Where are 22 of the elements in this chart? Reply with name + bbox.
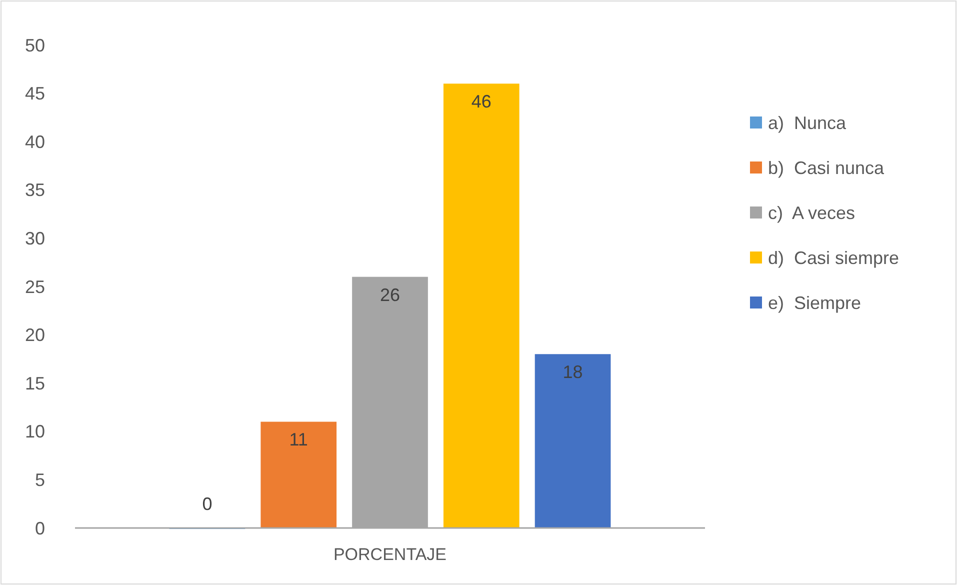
y-tick-label: 20 bbox=[24, 325, 45, 346]
y-tick-label: 10 bbox=[24, 422, 45, 442]
data-label: 18 bbox=[562, 362, 583, 382]
y-tick-label: 5 bbox=[34, 470, 45, 490]
legend-label: e) Siempre bbox=[768, 292, 862, 313]
y-tick-label: 45 bbox=[24, 84, 45, 104]
legend-label: c) A veces bbox=[768, 202, 856, 223]
legend-label: d) Casi siempre bbox=[768, 248, 900, 268]
y-tick-label: 40 bbox=[24, 132, 45, 152]
y-tick-label: 30 bbox=[24, 228, 45, 248]
data-label: 46 bbox=[471, 92, 492, 112]
y-tick-label: 35 bbox=[24, 180, 45, 200]
y-tick-label: 15 bbox=[24, 373, 45, 394]
y-tick-label: 25 bbox=[24, 276, 45, 297]
data-label: 26 bbox=[380, 284, 400, 305]
data-label: 11 bbox=[289, 430, 308, 450]
y-tick-label: 50 bbox=[24, 35, 45, 56]
legend-label: b) Casi nunca bbox=[768, 158, 886, 178]
x-tick-label: PORCENTAJE bbox=[333, 545, 447, 564]
legend-label: a) Nunca bbox=[768, 112, 848, 133]
y-tick-label: 0 bbox=[34, 518, 45, 538]
data-label: 0 bbox=[202, 494, 212, 514]
